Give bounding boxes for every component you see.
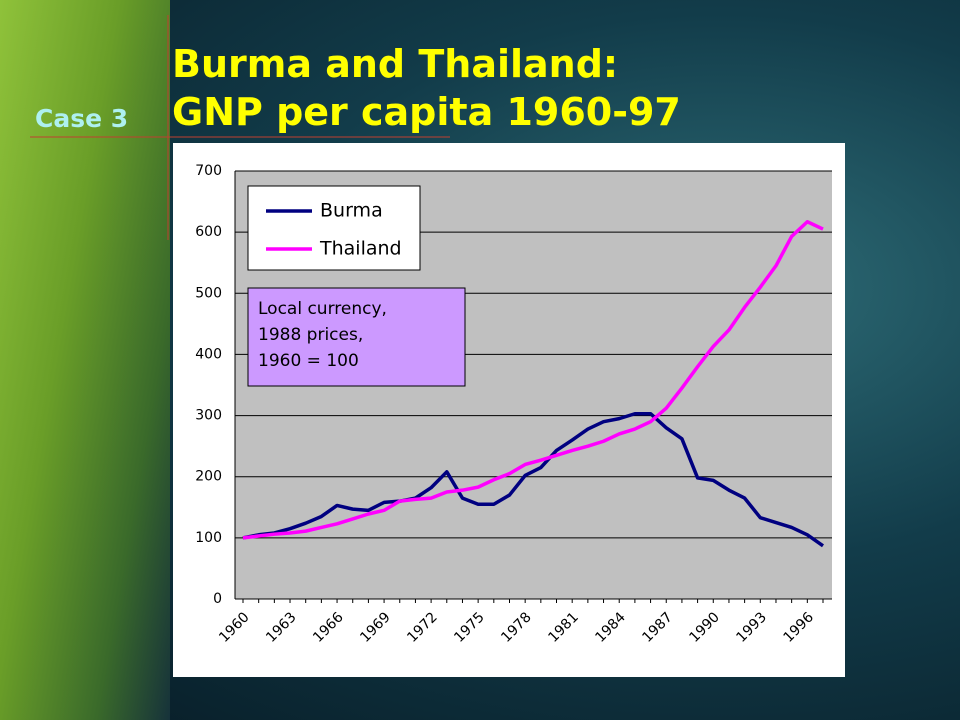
annotation: 1988 prices, — [258, 325, 363, 345]
annotation: Local currency, — [258, 299, 387, 319]
annotation: 1960 = 100 — [258, 351, 359, 371]
y-tick-label: 0 — [213, 591, 222, 607]
y-tick-label: 500 — [195, 285, 222, 301]
series-line — [242, 411, 825, 548]
y-tick-label: 400 — [195, 346, 222, 362]
y-tick-label: 300 — [195, 408, 222, 424]
series-line — [242, 219, 824, 540]
legend — [247, 185, 421, 271]
y-tick-label: 700 — [195, 163, 222, 179]
legend-label: Thailand — [319, 238, 402, 260]
y-tick-label: 600 — [195, 224, 222, 240]
background-band — [0, 0, 170, 720]
y-tick-label: 200 — [195, 469, 222, 485]
legend-label: Burma — [320, 200, 383, 222]
title: Burma and Thailand: — [172, 42, 619, 86]
annotation-box — [247, 287, 466, 387]
y-tick-label: 100 — [195, 530, 222, 546]
title: GNP per capita 1960-97 — [172, 90, 681, 134]
case-label: Case 3 — [35, 104, 129, 133]
